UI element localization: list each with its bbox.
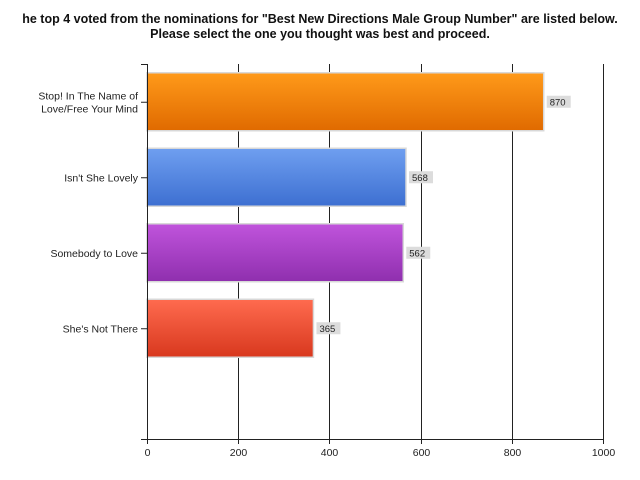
- value-label-box: [409, 171, 434, 184]
- value-label-box: [546, 95, 571, 108]
- bars: [146, 72, 545, 358]
- labels: 870 Stop! In The Name of Love/Free Your Mi…: [38, 90, 615, 459]
- x-tick-label: 800: [504, 447, 522, 459]
- value-label: 870: [550, 97, 566, 108]
- value-label-box: [406, 246, 431, 259]
- x-tick-label: 600: [413, 447, 431, 459]
- bar: [146, 298, 315, 358]
- category-label: Isn't She Lovely: [64, 172, 139, 184]
- x-tick-label: 0: [145, 447, 151, 459]
- x-tick-label: 1000: [592, 447, 616, 459]
- value-label: 568: [412, 173, 428, 184]
- value-label-box: [316, 322, 341, 335]
- x-tick-label: 200: [230, 447, 248, 459]
- bar: [146, 223, 405, 283]
- value-label: 365: [319, 324, 335, 335]
- category-label: Somebody to Love: [50, 248, 138, 260]
- category-label: Stop! In The Name of Love/Free Your Mind: [38, 90, 138, 115]
- x-tick-label: 400: [321, 447, 339, 459]
- chart-title: he top 4 voted from the nominations for …: [22, 12, 618, 41]
- bar: [146, 72, 545, 132]
- axes: [141, 64, 604, 444]
- bar: [146, 147, 407, 207]
- value-label: 562: [409, 248, 425, 259]
- category-label: She's Not There: [63, 323, 139, 335]
